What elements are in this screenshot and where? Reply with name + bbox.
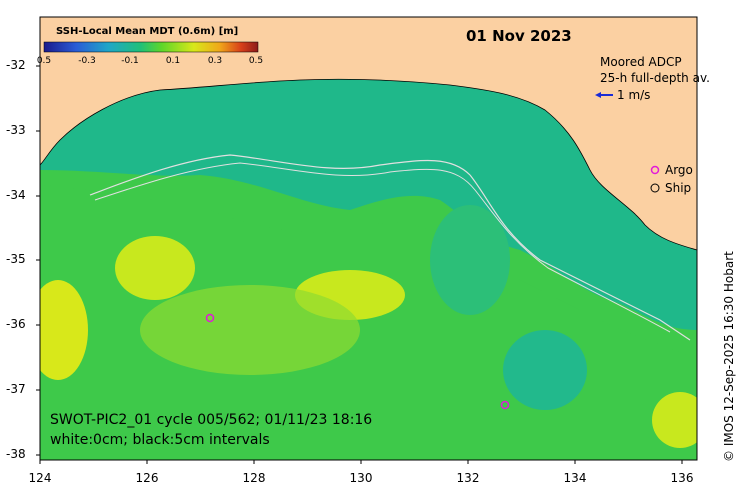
shelf-contour-inner (94, 162, 671, 333)
argo-float-marker (205, 313, 215, 323)
high-southeast (652, 392, 697, 448)
lon-tick-label: 128 (242, 471, 266, 485)
swot-info-line1: SWOT-PIC2_01 cycle 005/562; 01/11/23 18:… (50, 412, 373, 428)
swot-info: SWOT-PIC2_01 cycle 005/562; 01/11/23 18:… (50, 410, 372, 450)
map-date: 01 Nov 2023 (466, 27, 572, 45)
lon-tick-label: 126 (135, 471, 159, 485)
high-far-west (40, 280, 88, 380)
land-australia (40, 17, 697, 251)
colorbar (43, 41, 259, 53)
colorbar-tick: 0.3 (207, 56, 223, 66)
colorbar-title: SSH-Local Mean MDT (0.6m) [m] (56, 26, 239, 37)
adcp-legend-title: Moored ADCP 25-h full-depth av. (600, 54, 710, 86)
colorbar-tick: 0.5 (36, 56, 52, 66)
lon-tick-label: 136 (670, 471, 694, 485)
lat-tick-label: -34 (6, 188, 26, 202)
light-green-patch (140, 285, 360, 375)
lon-tick-label: 134 (563, 471, 587, 485)
swot-info-line2: white:0cm; black:5cm intervals (50, 432, 270, 448)
lon-tick-marks (39, 460, 683, 464)
colorbar-tick: 0.1 (165, 56, 181, 66)
colorbar-tick: 0.5 (248, 56, 264, 66)
lat-tick-label: -35 (6, 252, 26, 266)
lat-tick-marks (36, 65, 40, 456)
shelf-contour (89, 154, 691, 341)
adcp-scale-label: 1 m/s (617, 88, 651, 102)
adcp-title-line2: 25-h full-depth av. (600, 71, 710, 85)
lat-tick-label: -33 (6, 123, 26, 137)
adcp-arrow-head (595, 92, 601, 98)
lat-tick-label: -38 (6, 447, 26, 461)
teal-eddy-east (503, 330, 587, 410)
map-border (39, 16, 698, 461)
adcp-title-line1: Moored ADCP (600, 55, 682, 69)
ship-legend-label: Ship (665, 181, 692, 195)
argo-legend-marker (650, 165, 660, 175)
imos-credit: © IMOS 12-Sep-2025 16:30 Hobart (722, 251, 736, 462)
lon-tick-label: 124 (28, 471, 52, 485)
high-west (115, 236, 195, 300)
argo-legend-label: Argo (665, 163, 693, 177)
lat-tick-label: -32 (6, 58, 26, 72)
lon-tick-label: 132 (456, 471, 480, 485)
lat-tick-label: -37 (6, 382, 26, 396)
argo-float-marker (500, 400, 510, 410)
lat-tick-label: -36 (6, 317, 26, 331)
lon-tick-label: 130 (349, 471, 373, 485)
colorbar-tick: -0.3 (78, 56, 96, 66)
colorbar-tick: -0.1 (121, 56, 139, 66)
teal-eddy-center (430, 205, 510, 315)
ship-legend-marker (650, 183, 660, 193)
